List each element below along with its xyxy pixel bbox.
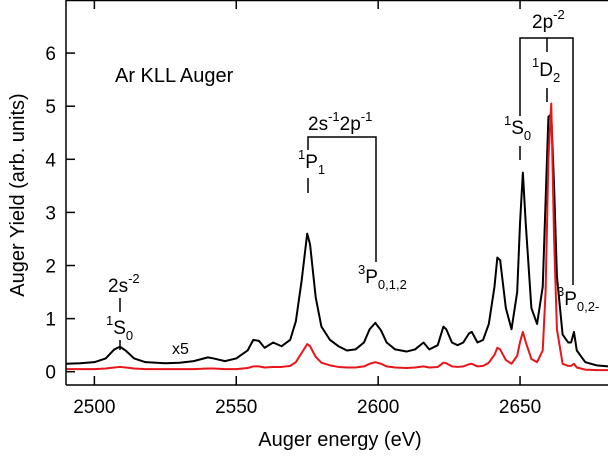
text: P <box>305 152 318 173</box>
annotation: 2p-2 <box>532 7 565 33</box>
annotation: 1D2 <box>532 55 560 85</box>
annotation: 2s-2 <box>108 271 140 297</box>
sup: 1 <box>106 313 113 328</box>
y-axis-label: Auger Yield (arb. units) <box>7 93 29 296</box>
annotation: Ar KLL Auger <box>115 65 234 87</box>
bracket <box>307 136 377 262</box>
series-line <box>66 113 608 368</box>
x-tick-label: 2550 <box>215 397 257 418</box>
sup: 3 <box>358 262 365 277</box>
annotation: 3P0,2- <box>557 284 599 314</box>
sub: 0 <box>524 128 531 143</box>
sub: 2 <box>553 70 560 85</box>
text: 2p <box>532 12 553 33</box>
annotation: 3P0,1,2 <box>358 262 407 292</box>
sup: 1 <box>532 55 539 70</box>
sup: -2 <box>553 7 565 22</box>
sup: 3 <box>557 284 564 299</box>
y-tick-label: 6 <box>45 44 56 65</box>
annotation: 1S0 <box>106 313 133 343</box>
y-tick-label: 0 <box>45 363 56 384</box>
sub: 0,2- <box>577 299 599 314</box>
sup: 1 <box>504 113 511 128</box>
y-tick-label: 5 <box>45 97 56 118</box>
x-axis-label: Auger energy (eV) <box>258 429 421 451</box>
y-tick-label: 3 <box>45 203 56 224</box>
x-tick-label: 2600 <box>357 397 399 418</box>
annotation: 1S0 <box>504 113 531 143</box>
text: 2s <box>308 114 328 135</box>
y-tick-label: 4 <box>45 150 56 171</box>
sup: -1 <box>361 109 373 124</box>
annotation: 2s-12p-1 <box>308 109 372 135</box>
text: S <box>511 118 524 139</box>
text: P <box>564 289 577 310</box>
series-line <box>66 102 608 372</box>
y-tick-label: 2 <box>45 257 56 278</box>
text: S <box>113 318 126 339</box>
sub: 1 <box>318 162 325 177</box>
sup: 1 <box>298 147 305 162</box>
annotations: Ar KLL Auger x5 2s-2 1S0 2s-12p-1 1P1 3P… <box>106 7 599 358</box>
x-tick-label: 2650 <box>499 397 541 418</box>
annotation: 1P1 <box>298 147 325 177</box>
x-tick-label: 2500 <box>73 397 115 418</box>
sub: 0 <box>126 328 133 343</box>
text: D <box>539 60 553 81</box>
plot-area <box>66 102 608 372</box>
text: P <box>365 267 378 288</box>
sup: -2 <box>128 271 140 286</box>
sup: -1 <box>328 109 340 124</box>
text: 2s <box>108 276 128 297</box>
axes <box>65 0 608 386</box>
y-tick-label: 1 <box>45 310 56 331</box>
sub: 0,1,2 <box>378 277 407 292</box>
text: 2p <box>340 114 361 135</box>
annotation: x5 <box>172 341 189 358</box>
